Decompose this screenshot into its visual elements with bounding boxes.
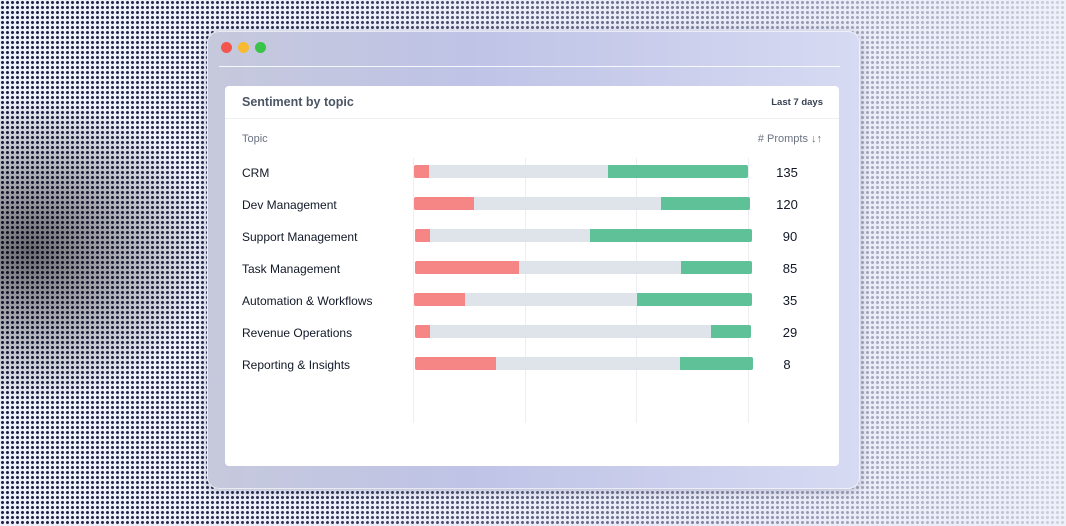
negative-segment [415, 261, 520, 274]
topic-label: Task Management [242, 262, 341, 276]
positive-segment [637, 293, 752, 306]
sentiment-bar[interactable] [415, 357, 753, 370]
positive-segment [710, 325, 751, 338]
prompt-count: 90 [782, 229, 798, 244]
topic-row[interactable]: Revenue Operations 29 [225, 318, 839, 350]
prompt-count: 35 [782, 293, 798, 308]
card-title: Sentiment by topic [242, 95, 354, 109]
topic-row[interactable]: Reporting & Insights 8 [225, 350, 839, 382]
sentiment-bar[interactable] [414, 293, 752, 306]
titlebar-divider [219, 66, 840, 67]
positive-segment [681, 261, 752, 274]
topic-row[interactable]: Dev Management 120 [225, 190, 839, 222]
positive-segment [660, 197, 750, 210]
prompt-count: 120 [776, 197, 798, 212]
topic-column-header: Topic [242, 133, 268, 145]
prompt-count: 135 [776, 165, 798, 180]
prompt-count: 8 [783, 357, 791, 372]
maximize-window-button[interactable] [255, 42, 266, 53]
topic-row[interactable]: CRM 135 [225, 158, 839, 190]
negative-segment [414, 293, 465, 306]
topic-label: Support Management [242, 230, 358, 244]
sentiment-card: Sentiment by topic Last 7 days Topic # P… [225, 86, 839, 466]
gridline [748, 158, 749, 423]
sentiment-bar[interactable] [414, 197, 750, 210]
negative-segment [415, 229, 431, 242]
prompts-sort-header[interactable]: # Prompts ↓↑ [757, 133, 822, 145]
topic-label: Revenue Operations [242, 326, 353, 340]
date-range-selector[interactable]: Last 7 days [771, 97, 823, 108]
prompt-count: 85 [782, 261, 798, 276]
topic-label: CRM [242, 166, 270, 180]
topic-row[interactable]: Task Management 85 [225, 254, 839, 286]
negative-segment [414, 165, 430, 178]
gridline [636, 158, 637, 423]
prompt-count: 29 [782, 325, 798, 340]
topic-row[interactable]: Support Management 90 [225, 222, 839, 254]
sentiment-bar[interactable] [414, 165, 748, 178]
negative-segment [415, 357, 497, 370]
sentiment-bar[interactable] [415, 229, 752, 242]
topic-label: Reporting & Insights [242, 358, 351, 372]
card-header: Sentiment by topic Last 7 days [225, 86, 839, 119]
gridline [413, 158, 414, 423]
close-window-button[interactable] [221, 42, 232, 53]
negative-segment [415, 325, 431, 338]
app-window: Sentiment by topic Last 7 days Topic # P… [207, 31, 860, 489]
negative-segment [414, 197, 475, 210]
positive-segment [680, 357, 753, 370]
minimize-window-button[interactable] [238, 42, 249, 53]
topic-label: Dev Management [242, 198, 337, 212]
sentiment-bar[interactable] [415, 325, 751, 338]
positive-segment [607, 165, 748, 178]
gridline [525, 158, 526, 423]
positive-segment [590, 229, 752, 242]
topic-row[interactable]: Automation & Workflows 35 [225, 286, 839, 318]
sentiment-bar[interactable] [415, 261, 752, 274]
topic-label: Automation & Workflows [242, 294, 373, 308]
window-controls [221, 42, 266, 53]
